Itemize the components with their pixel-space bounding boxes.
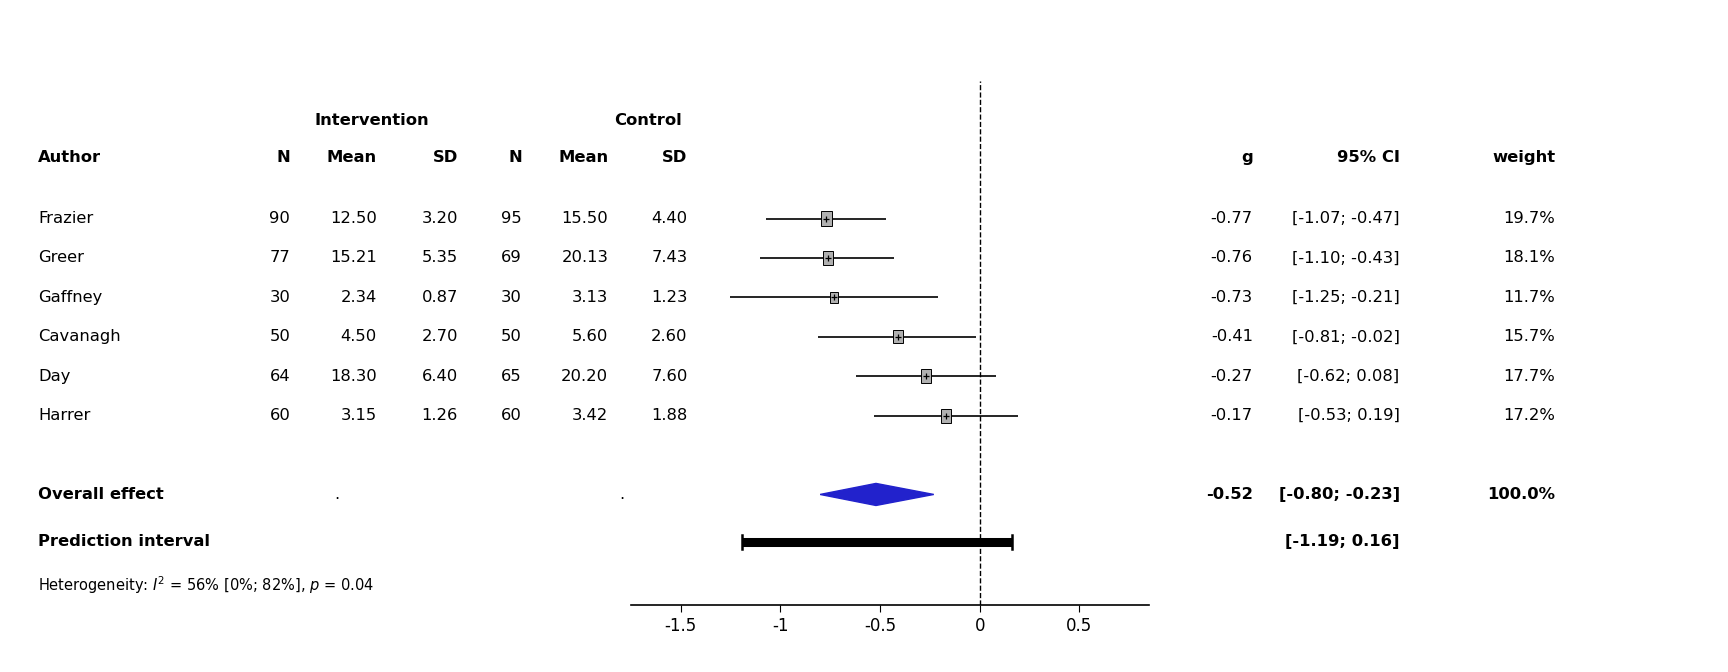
Text: 5.35: 5.35	[422, 251, 458, 265]
Text: 0.87: 0.87	[422, 290, 458, 305]
Text: Cavanagh: Cavanagh	[38, 329, 121, 344]
Text: Mean: Mean	[558, 150, 608, 165]
Text: Overall effect: Overall effect	[38, 487, 164, 502]
Text: 12.50: 12.50	[330, 211, 377, 226]
Text: Day: Day	[38, 369, 71, 384]
Text: SD: SD	[662, 150, 688, 165]
Text: 2.60: 2.60	[651, 329, 688, 344]
Text: 17.2%: 17.2%	[1503, 408, 1555, 423]
Text: Intervention: Intervention	[314, 112, 429, 128]
Text: 3.15: 3.15	[340, 408, 377, 423]
Bar	[823, 251, 833, 265]
Text: 90: 90	[270, 211, 290, 226]
Text: 7.43: 7.43	[651, 251, 688, 265]
Text: 20.20: 20.20	[562, 369, 608, 384]
Text: 4.50: 4.50	[340, 329, 377, 344]
Text: -0.27: -0.27	[1211, 369, 1253, 384]
Text: 3.13: 3.13	[572, 290, 608, 305]
Bar	[821, 211, 831, 226]
Text: 1.23: 1.23	[651, 290, 688, 305]
Text: Mean: Mean	[327, 150, 377, 165]
Polygon shape	[821, 483, 933, 505]
Bar	[829, 292, 838, 303]
Bar	[940, 409, 950, 423]
Text: 3.20: 3.20	[422, 211, 458, 226]
Text: 4.40: 4.40	[651, 211, 688, 226]
Text: weight: weight	[1491, 150, 1555, 165]
Text: Greer: Greer	[38, 251, 85, 265]
Text: Prediction interval: Prediction interval	[38, 534, 211, 549]
Text: 15.21: 15.21	[330, 251, 377, 265]
Text: N: N	[508, 150, 522, 165]
Text: 2.70: 2.70	[422, 329, 458, 344]
Text: 64: 64	[270, 369, 290, 384]
Text: -0.41: -0.41	[1211, 329, 1253, 344]
Text: [-1.10; -0.43]: [-1.10; -0.43]	[1293, 251, 1400, 265]
Text: Frazier: Frazier	[38, 211, 93, 226]
Text: 95% CI: 95% CI	[1337, 150, 1400, 165]
Text: 15.7%: 15.7%	[1503, 329, 1555, 344]
Text: Author: Author	[38, 150, 102, 165]
Text: 2.34: 2.34	[340, 290, 377, 305]
Text: [-0.80; -0.23]: [-0.80; -0.23]	[1279, 487, 1400, 502]
Text: N: N	[276, 150, 290, 165]
Text: g: g	[1241, 150, 1253, 165]
Text: .: .	[620, 487, 624, 502]
Text: 1.88: 1.88	[651, 408, 688, 423]
Text: 6.40: 6.40	[422, 369, 458, 384]
Text: [-0.81; -0.02]: [-0.81; -0.02]	[1291, 329, 1400, 344]
Text: [-1.07; -0.47]: [-1.07; -0.47]	[1293, 211, 1400, 226]
Text: 15.50: 15.50	[562, 211, 608, 226]
Bar	[893, 330, 902, 343]
Text: SD: SD	[432, 150, 458, 165]
Text: -0.77: -0.77	[1211, 211, 1253, 226]
Text: 18.30: 18.30	[330, 369, 377, 384]
Text: [-1.19; 0.16]: [-1.19; 0.16]	[1286, 534, 1400, 549]
Text: 30: 30	[501, 290, 522, 305]
Text: 5.60: 5.60	[572, 329, 608, 344]
Text: 100.0%: 100.0%	[1488, 487, 1555, 502]
Text: 77: 77	[270, 251, 290, 265]
Text: 60: 60	[270, 408, 290, 423]
Text: 1.26: 1.26	[422, 408, 458, 423]
Text: 20.13: 20.13	[562, 251, 608, 265]
Text: [-0.53; 0.19]: [-0.53; 0.19]	[1298, 408, 1400, 423]
Text: 18.1%: 18.1%	[1503, 251, 1555, 265]
Text: 17.7%: 17.7%	[1503, 369, 1555, 384]
Text: [-0.62; 0.08]: [-0.62; 0.08]	[1298, 369, 1400, 384]
Text: 19.7%: 19.7%	[1503, 211, 1555, 226]
Text: -0.73: -0.73	[1211, 290, 1253, 305]
Text: 7.60: 7.60	[651, 369, 688, 384]
Text: .: .	[335, 487, 339, 502]
Text: -0.17: -0.17	[1211, 408, 1253, 423]
Text: Heterogeneity: $I^2$ = 56% [0%; 82%], $p$ = 0.04: Heterogeneity: $I^2$ = 56% [0%; 82%], $p…	[38, 575, 373, 596]
Text: 60: 60	[501, 408, 522, 423]
Text: 69: 69	[501, 251, 522, 265]
Text: Control: Control	[613, 112, 683, 128]
Text: -0.52: -0.52	[1206, 487, 1253, 502]
Text: -0.76: -0.76	[1211, 251, 1253, 265]
Text: Gaffney: Gaffney	[38, 290, 102, 305]
Bar	[921, 369, 931, 383]
Text: 95: 95	[501, 211, 522, 226]
Text: 30: 30	[270, 290, 290, 305]
Text: 50: 50	[501, 329, 522, 344]
Text: 11.7%: 11.7%	[1503, 290, 1555, 305]
Text: 65: 65	[501, 369, 522, 384]
Text: 50: 50	[270, 329, 290, 344]
Text: [-1.25; -0.21]: [-1.25; -0.21]	[1293, 290, 1400, 305]
Text: Harrer: Harrer	[38, 408, 90, 423]
Text: 3.42: 3.42	[572, 408, 608, 423]
